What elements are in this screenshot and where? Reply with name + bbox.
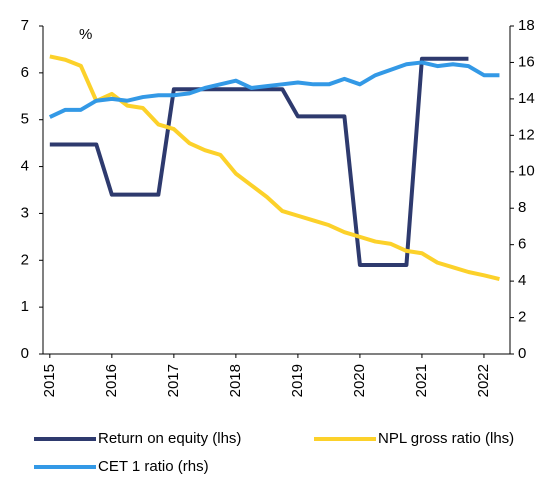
y-tick-label: 5 <box>21 111 29 128</box>
y-tick-label: 0 <box>21 345 29 362</box>
y-tick-label: 3 <box>21 204 29 221</box>
legend-label: NPL gross ratio (lhs) <box>378 430 514 447</box>
y-tick-label: 2 <box>21 251 29 268</box>
x-tick-label: 2019 <box>289 364 306 397</box>
y2-tick-label: 12 <box>518 126 535 143</box>
y-tick-label: 6 <box>21 64 29 81</box>
y2-tick-label: 8 <box>518 199 526 216</box>
y2-tick-label: 10 <box>518 163 535 180</box>
y2-tick-label: 18 <box>518 17 535 34</box>
x-tick-label: 2015 <box>41 364 58 397</box>
x-tick-label: 2021 <box>413 364 430 397</box>
x-tick-label: 2016 <box>103 364 120 397</box>
legend-label: Return on equity (lhs) <box>98 430 241 447</box>
y2-tick-label: 2 <box>518 309 526 326</box>
y-tick-label: 7 <box>21 17 29 34</box>
y2-tick-label: 14 <box>518 90 535 107</box>
y-unit-label: % <box>79 26 92 43</box>
y-tick-label: 1 <box>21 298 29 315</box>
y-tick-label: 4 <box>21 158 29 175</box>
x-tick-label: 2022 <box>475 364 492 397</box>
y2-tick-label: 6 <box>518 236 526 253</box>
series-line <box>48 60 500 119</box>
y2-tick-label: 4 <box>518 272 526 289</box>
x-tick-label: 2017 <box>165 364 182 397</box>
y2-tick-label: 0 <box>518 345 526 362</box>
series-line <box>49 54 500 281</box>
x-tick-label: 2018 <box>227 364 244 397</box>
series-line <box>49 56 469 267</box>
y2-tick-label: 16 <box>518 53 535 70</box>
x-tick-label: 2020 <box>351 364 368 397</box>
legend-label: CET 1 ratio (rhs) <box>98 458 209 475</box>
